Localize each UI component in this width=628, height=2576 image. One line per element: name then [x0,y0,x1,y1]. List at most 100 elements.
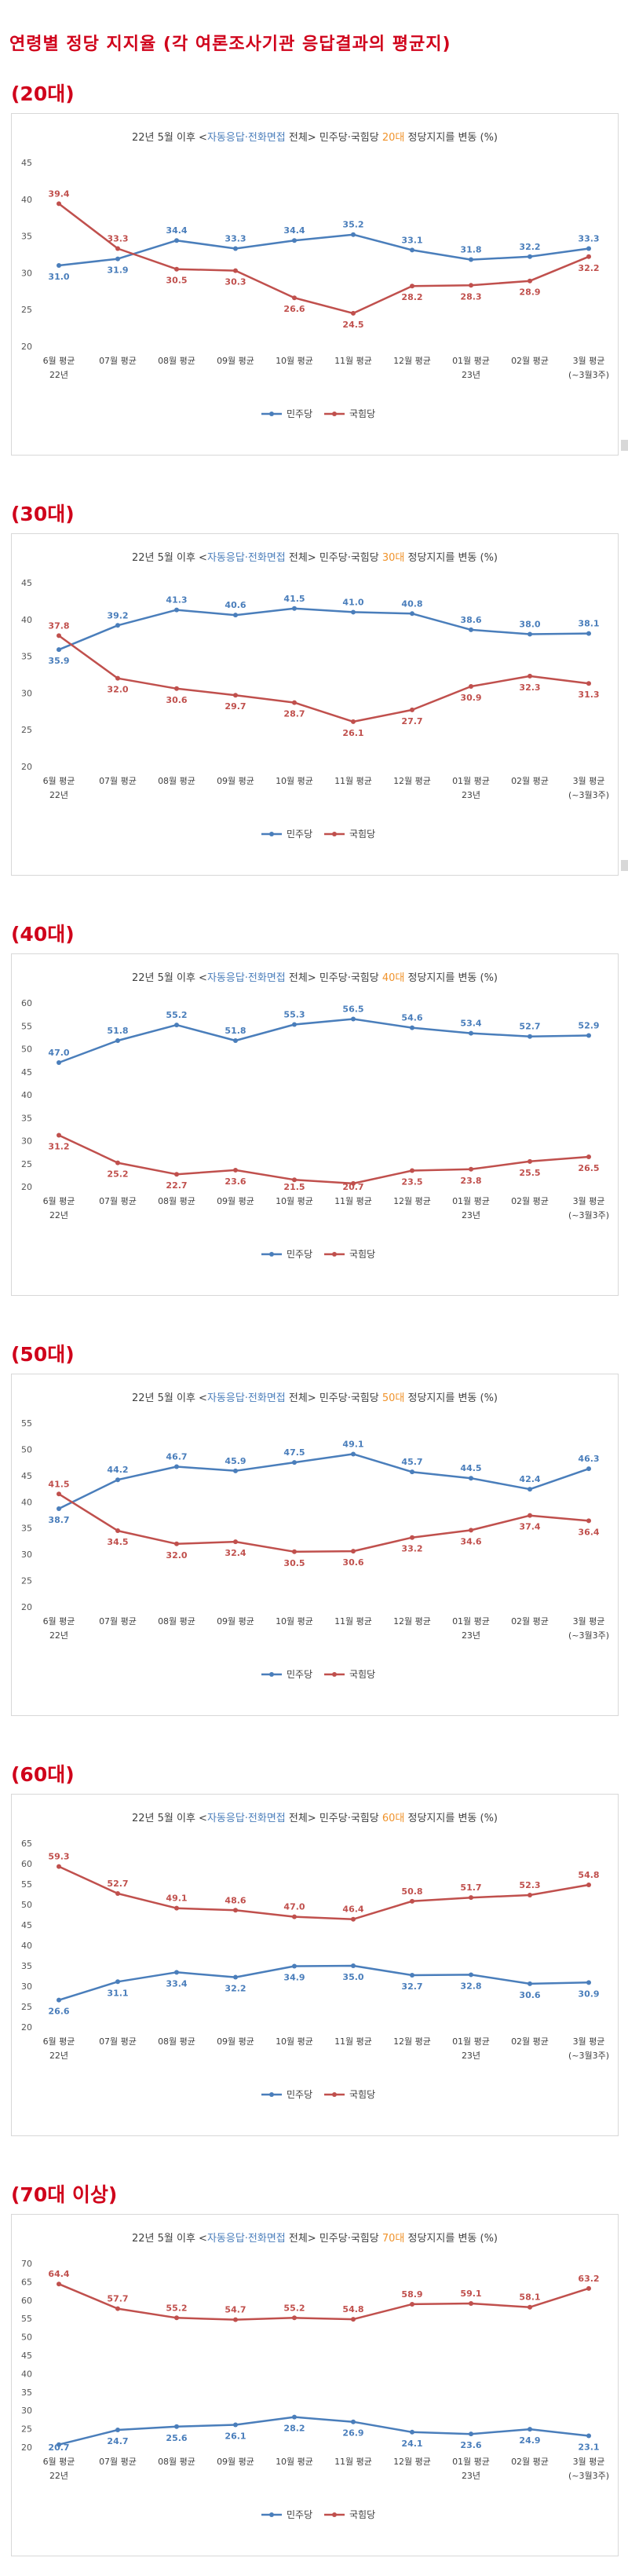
x-tick-label: 09월 평균 [217,2036,254,2047]
chart-title-suffix: 정당지지를 변동 (%) [404,552,498,564]
data-point [351,1549,356,1554]
data-point [115,1890,120,1896]
data-label: 20.7 [48,2442,69,2453]
data-point [528,673,532,679]
data-point [586,2285,591,2291]
data-label: 25.2 [107,1169,128,1180]
data-point [115,1979,120,1985]
data-label: 31.0 [48,272,69,282]
y-tick-label: 30 [21,1550,32,1560]
data-label: 47.0 [48,1048,69,1058]
data-label: 28.3 [460,291,481,302]
data-point [410,2429,414,2435]
data-point [469,1166,473,1172]
data-label: 24.5 [342,320,363,330]
y-tick-label: 25 [21,305,32,315]
x-sub-label: (~3월3주) [568,790,609,800]
chart-title-suffix: 정당지지를 변동 (%) [404,972,498,984]
data-point [233,693,238,698]
x-tick-label: 01월 평균 [452,1196,490,1206]
data-label: 24.1 [401,2439,422,2449]
data-point [57,1060,61,1066]
data-label: 33.2 [401,1544,422,1554]
data-label: 52.7 [519,1022,540,1032]
data-point [174,1023,179,1028]
data-label: 32.7 [401,1981,422,1992]
data-point [469,1972,473,1978]
data-label: 30.6 [342,1557,363,1568]
data-label: 23.6 [225,1176,246,1187]
data-point [233,1539,238,1545]
data-point [57,633,61,639]
chart-30s: 22년 5월 이후 <자동응답·전화면접 전체> 민주당·국힘당 30대 정당지… [21,552,609,840]
series-line-ppp [57,1865,590,1920]
data-point [410,611,414,617]
data-point [233,1468,238,1473]
data-point [469,1476,473,1481]
series-line-ppp [57,203,590,315]
data-point [528,1893,532,1898]
age-heading: (30대) [11,503,75,525]
legend-label: 국힘당 [349,408,375,419]
x-tick-label: 09월 평균 [217,356,254,366]
x-tick-label: 11월 평균 [334,356,372,366]
data-point [57,1864,61,1869]
data-label: 40.8 [401,598,422,609]
chart-panel: 22년 5월 이후 <자동응답·전화면접 전체> 민주당·국힘당 30대 정당지… [11,533,619,876]
data-point [57,263,61,269]
data-label: 33.3 [578,234,599,244]
legend-marker [269,1672,274,1677]
x-tick-label: 3월 평균 [573,356,605,366]
chart-title-suffix: 정당지지를 변동 (%) [404,1392,498,1404]
y-tick-label: 35 [21,2388,32,2398]
data-point [528,2304,532,2310]
data-label: 38.0 [519,620,540,630]
data-label: 28.2 [283,2424,305,2434]
data-point [586,1154,591,1159]
data-point [586,2433,591,2439]
chart-panel: 22년 5월 이후 <자동응답·전화면접 전체> 민주당·국힘당 40대 정당지… [11,953,619,1296]
chart-title-prefix: 22년 5월 이후 < [132,552,207,564]
x-tick-label: 01월 평균 [452,2457,490,2467]
x-tick-label: 08월 평균 [158,1616,195,1626]
data-label: 26.9 [342,2428,363,2439]
data-label: 32.0 [107,685,128,695]
x-tick-label: 01월 평균 [452,2036,490,2047]
data-label: 23.1 [578,2442,599,2452]
x-tick-label: 01월 평균 [452,776,490,786]
x-tick-label: 02월 평균 [511,2457,549,2467]
y-tick-label: 25 [21,725,32,735]
data-point [586,1033,591,1038]
data-point [57,2442,61,2447]
x-tick-label: 08월 평균 [158,776,195,786]
x-tick-label: 6월 평균 [43,1196,75,1206]
scroll-marker [621,860,628,871]
data-point [292,1963,297,1969]
legend-label: 국힘당 [349,2089,375,2100]
x-tick-label: 11월 평균 [334,1616,372,1626]
x-tick-label: 09월 평균 [217,2457,254,2467]
x-sub-label: (~3월3주) [568,2471,609,2481]
chart-title-middle: 전체> 민주당·국힘당 [286,972,382,984]
data-label: 46.7 [166,1451,187,1462]
x-tick-label: 11월 평균 [334,2036,372,2047]
chart-title-age: 40대 [382,972,405,984]
legend-label: 민주당 [287,1669,312,1680]
legend-label: 민주당 [287,408,312,419]
y-tick-label: 40 [21,195,32,205]
y-tick-label: 30 [21,688,32,698]
data-point [57,1997,61,2003]
x-tick-label: 10월 평균 [276,1616,313,1626]
y-tick-label: 50 [21,1045,32,1055]
data-point [233,2317,238,2322]
data-label: 49.1 [166,1894,187,1904]
y-tick-label: 70 [21,2259,32,2269]
data-point [174,238,179,243]
data-label: 38.6 [460,615,481,625]
chart-title-highlight: 자동응답·전화면접 [207,552,286,564]
y-tick-label: 60 [21,2296,32,2306]
data-label: 25.6 [166,2433,187,2443]
data-label: 29.7 [225,701,246,712]
data-label: 50.8 [401,1886,422,1897]
chart-title-prefix: 22년 5월 이후 < [132,1392,207,1404]
